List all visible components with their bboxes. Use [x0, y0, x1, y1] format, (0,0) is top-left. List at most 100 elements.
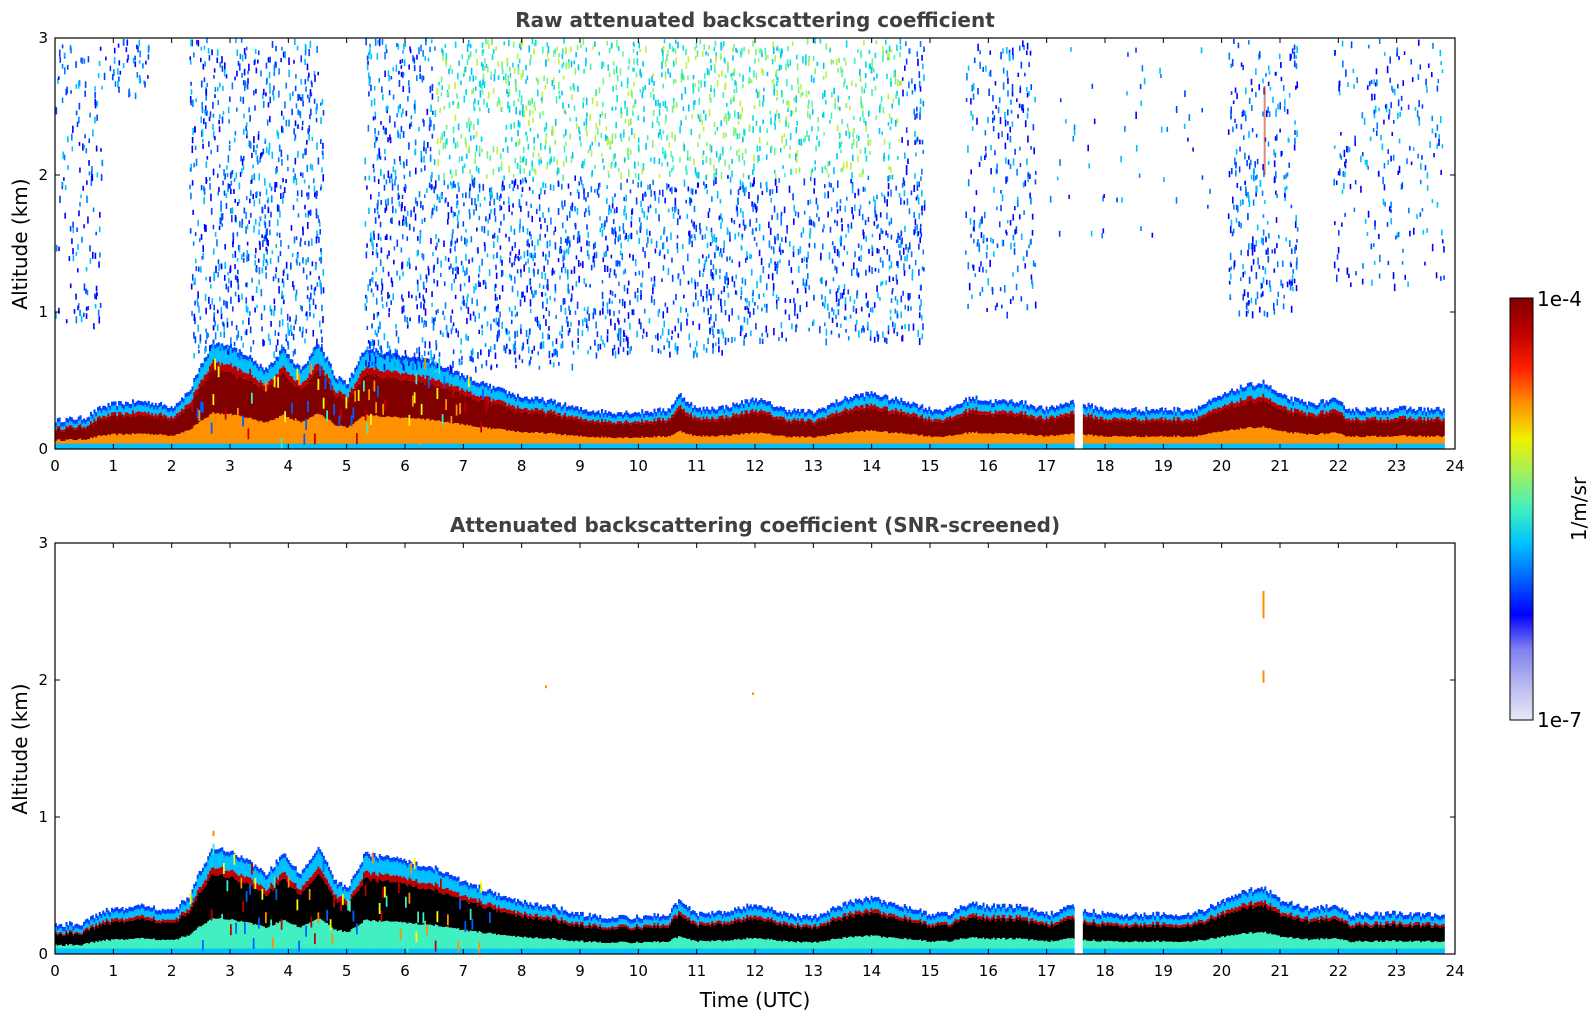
bl-core-cell: [233, 365, 236, 373]
bl-edge-cell: [910, 407, 913, 414]
bl-edge-cell: [543, 404, 546, 412]
bl-base-cell: [1024, 433, 1027, 447]
bl-base-cell: [664, 437, 667, 447]
bl-edge-cell: [1432, 414, 1435, 420]
bl-edge-cell: [1098, 409, 1101, 417]
bl-base-cell: [272, 420, 275, 447]
noise-speckle: [61, 44, 64, 49]
bl-base-cell: [1313, 434, 1316, 447]
bl-base-cell: [634, 443, 637, 449]
bl-edge-cell: [538, 403, 541, 411]
bl-core-cell: [62, 431, 65, 442]
bl-core-cell: [282, 365, 285, 373]
bl-turbulence-cell: [413, 392, 416, 404]
noise-speckle: [85, 313, 88, 320]
bl-edge-cell: [835, 403, 838, 411]
bl-core-cell: [205, 374, 208, 381]
bl-core-cell: [1099, 416, 1102, 420]
bl-core-cell: [373, 376, 376, 417]
bl-core-cell: [606, 421, 609, 425]
bl-core-cell: [966, 415, 969, 434]
bl-core-cell: [853, 407, 856, 411]
bl-base-cell: [324, 443, 327, 449]
bl-core-cell: [1183, 419, 1186, 423]
bl-edge-cell: [954, 405, 957, 413]
bl-edge-cell: [1367, 412, 1370, 418]
bl-base-cell: [518, 432, 521, 447]
bl-base-cell: [590, 437, 593, 447]
bl-core-cell: [303, 386, 306, 421]
bl-edge-cell: [534, 396, 537, 404]
bl-base-cell: [154, 434, 157, 447]
bl-edge-cell: [949, 405, 952, 413]
bl-edge-cell: [1341, 402, 1344, 409]
bl-edge-cell: [158, 407, 161, 414]
bl-core-cell: [1166, 419, 1169, 423]
bl-core-cell: [1315, 418, 1318, 436]
bl-core-cell: [1213, 408, 1216, 412]
bl-edge-cell: [611, 418, 614, 423]
bl-edge-cell: [1427, 411, 1430, 418]
bl-base-cell: [1224, 430, 1227, 447]
bl-base-cell: [825, 436, 828, 447]
bl-edge-cell: [779, 410, 782, 417]
bl-edge-cell: [805, 415, 808, 421]
bl-edge-cell: [1045, 406, 1048, 414]
bl-core-cell: [125, 415, 128, 434]
bl-base-cell: [228, 443, 231, 449]
bl-core-cell: [828, 414, 831, 418]
bl-edge-cell: [860, 393, 863, 401]
bl-edge-cell: [377, 354, 380, 369]
bl-edge-cell: [1021, 404, 1024, 411]
bl-edge-cell: [756, 401, 759, 409]
bl-base-cell: [182, 432, 185, 447]
bl-base-cell: [1164, 436, 1167, 447]
bl-edge-cell: [1253, 386, 1256, 394]
bl-edge-cell: [1399, 406, 1402, 413]
bl-base-cell: [1129, 437, 1132, 447]
bl-edge-cell: [196, 377, 199, 389]
bl-edge-cell: [508, 391, 511, 399]
bl-core-cell: [916, 416, 919, 435]
bl-edge-cell: [823, 407, 826, 415]
bl-base-cell: [637, 437, 640, 447]
bl-core-cell: [681, 409, 684, 413]
bl-base-cell: [1043, 443, 1046, 449]
bl-edge-cell: [560, 406, 563, 414]
bl-base-cell: [65, 439, 68, 447]
noise-speckle: [76, 227, 78, 232]
bl-base-cell: [692, 443, 695, 449]
bl-base-cell: [1035, 443, 1038, 449]
bl-core-cell: [538, 413, 541, 433]
bl-base-cell: [424, 443, 427, 449]
bl-core-cell: [889, 413, 892, 434]
bl-core-cell: [324, 381, 327, 419]
bl-base-cell: [182, 443, 185, 449]
bl-edge-cell: [863, 400, 866, 409]
bl-edge-cell: [440, 366, 443, 373]
bl-edge-cell: [788, 413, 791, 420]
bl-base-cell: [410, 418, 413, 447]
bl-base-cell: [877, 431, 880, 447]
bl-core-cell: [156, 418, 159, 436]
bl-edge-cell: [636, 412, 639, 420]
bl-edge-cell: [854, 393, 857, 401]
noise-speckle: [100, 174, 103, 181]
noise-speckle: [63, 52, 66, 58]
bl-core-cell: [959, 414, 962, 417]
bl-core-cell: [1152, 418, 1155, 421]
bl-core-cell: [947, 417, 950, 420]
bl-base-cell: [1241, 443, 1244, 449]
bl-core-cell: [1381, 422, 1384, 438]
bl-base-cell: [1325, 433, 1328, 447]
bl-edge-cell: [167, 411, 170, 418]
bl-edge-cell: [728, 408, 731, 416]
bl-core-cell: [326, 373, 329, 381]
bl-base-cell: [1222, 443, 1225, 449]
bl-edge-cell: [510, 394, 513, 401]
bl-base-cell: [1005, 443, 1008, 449]
bl-core-cell: [149, 414, 152, 418]
bl-edge-cell: [1001, 399, 1004, 407]
bl-core-cell: [1173, 419, 1176, 436]
bl-edge-cell: [167, 407, 170, 415]
